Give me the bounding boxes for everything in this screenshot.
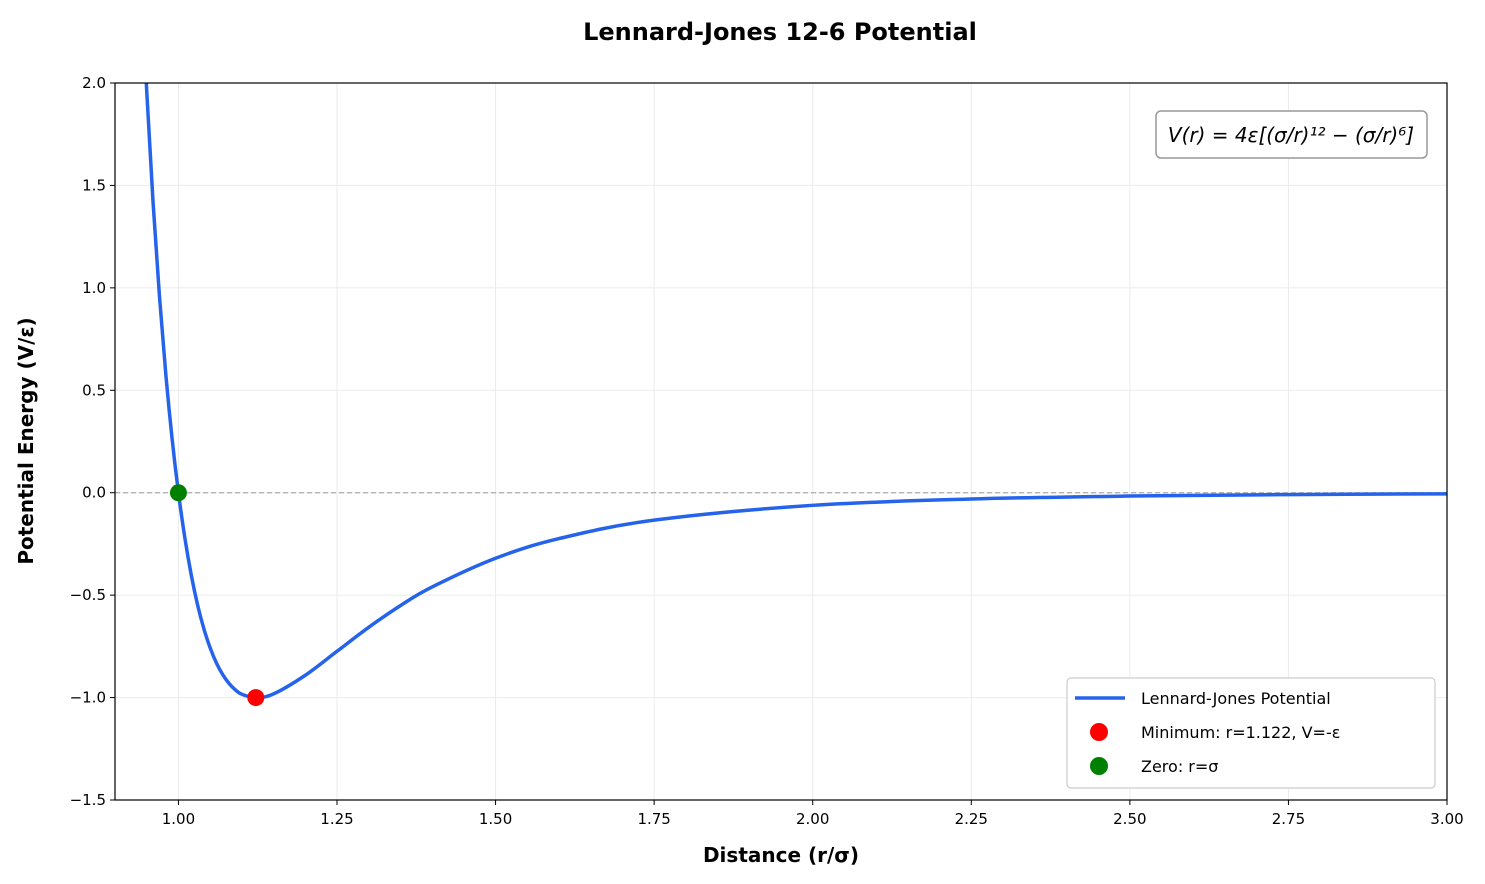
y-tick-label: 1.0 bbox=[82, 279, 106, 297]
zero-crossing-point bbox=[169, 484, 187, 502]
plot-frame bbox=[114, 82, 1448, 801]
x-tick-label: 2.75 bbox=[1272, 810, 1305, 828]
y-tick-label: 0.0 bbox=[82, 484, 106, 502]
formula-annotation: V(r) = 4ε[(σ/r)¹² − (σ/r)⁶] bbox=[1155, 110, 1428, 159]
y-axis-label: Potential Energy (V/ε) bbox=[14, 317, 38, 564]
x-tick-label: 1.25 bbox=[320, 810, 353, 828]
y-tick-label: 0.5 bbox=[82, 381, 106, 399]
legend-marker-zero bbox=[1090, 757, 1108, 775]
x-tick-label: 3.00 bbox=[1430, 810, 1463, 828]
x-tick-label: 2.50 bbox=[1113, 810, 1146, 828]
legend-label-zero: Zero: r=σ bbox=[1141, 757, 1218, 776]
minimum-point bbox=[247, 689, 265, 707]
series-line-lennard-jones bbox=[144, 83, 1447, 700]
y-tick-label: −0.5 bbox=[70, 586, 106, 604]
x-tick-label: 1.50 bbox=[479, 810, 512, 828]
x-tick-label: 2.25 bbox=[955, 810, 988, 828]
legend-marker-minimum bbox=[1090, 723, 1108, 741]
formula-text: V(r) = 4ε[(σ/r)¹² − (σ/r)⁶] bbox=[1168, 123, 1414, 147]
legend: Lennard-Jones Potential Minimum: r=1.122… bbox=[1066, 677, 1436, 789]
y-tick-label: −1.0 bbox=[70, 689, 106, 707]
legend-label-minimum: Minimum: r=1.122, V=-ε bbox=[1141, 723, 1340, 742]
chart-title: Lennard-Jones 12-6 Potential bbox=[583, 18, 977, 46]
x-tick-label: 1.00 bbox=[162, 810, 195, 828]
x-axis-label: Distance (r/σ) bbox=[703, 843, 859, 867]
y-tick-label: 1.5 bbox=[82, 176, 106, 194]
x-tick-label: 1.75 bbox=[637, 810, 670, 828]
y-tick-label: −1.5 bbox=[70, 791, 106, 809]
x-tick-label: 2.00 bbox=[796, 810, 829, 828]
y-tick-label: 2.0 bbox=[82, 74, 106, 92]
legend-label-lj: Lennard-Jones Potential bbox=[1141, 689, 1331, 708]
